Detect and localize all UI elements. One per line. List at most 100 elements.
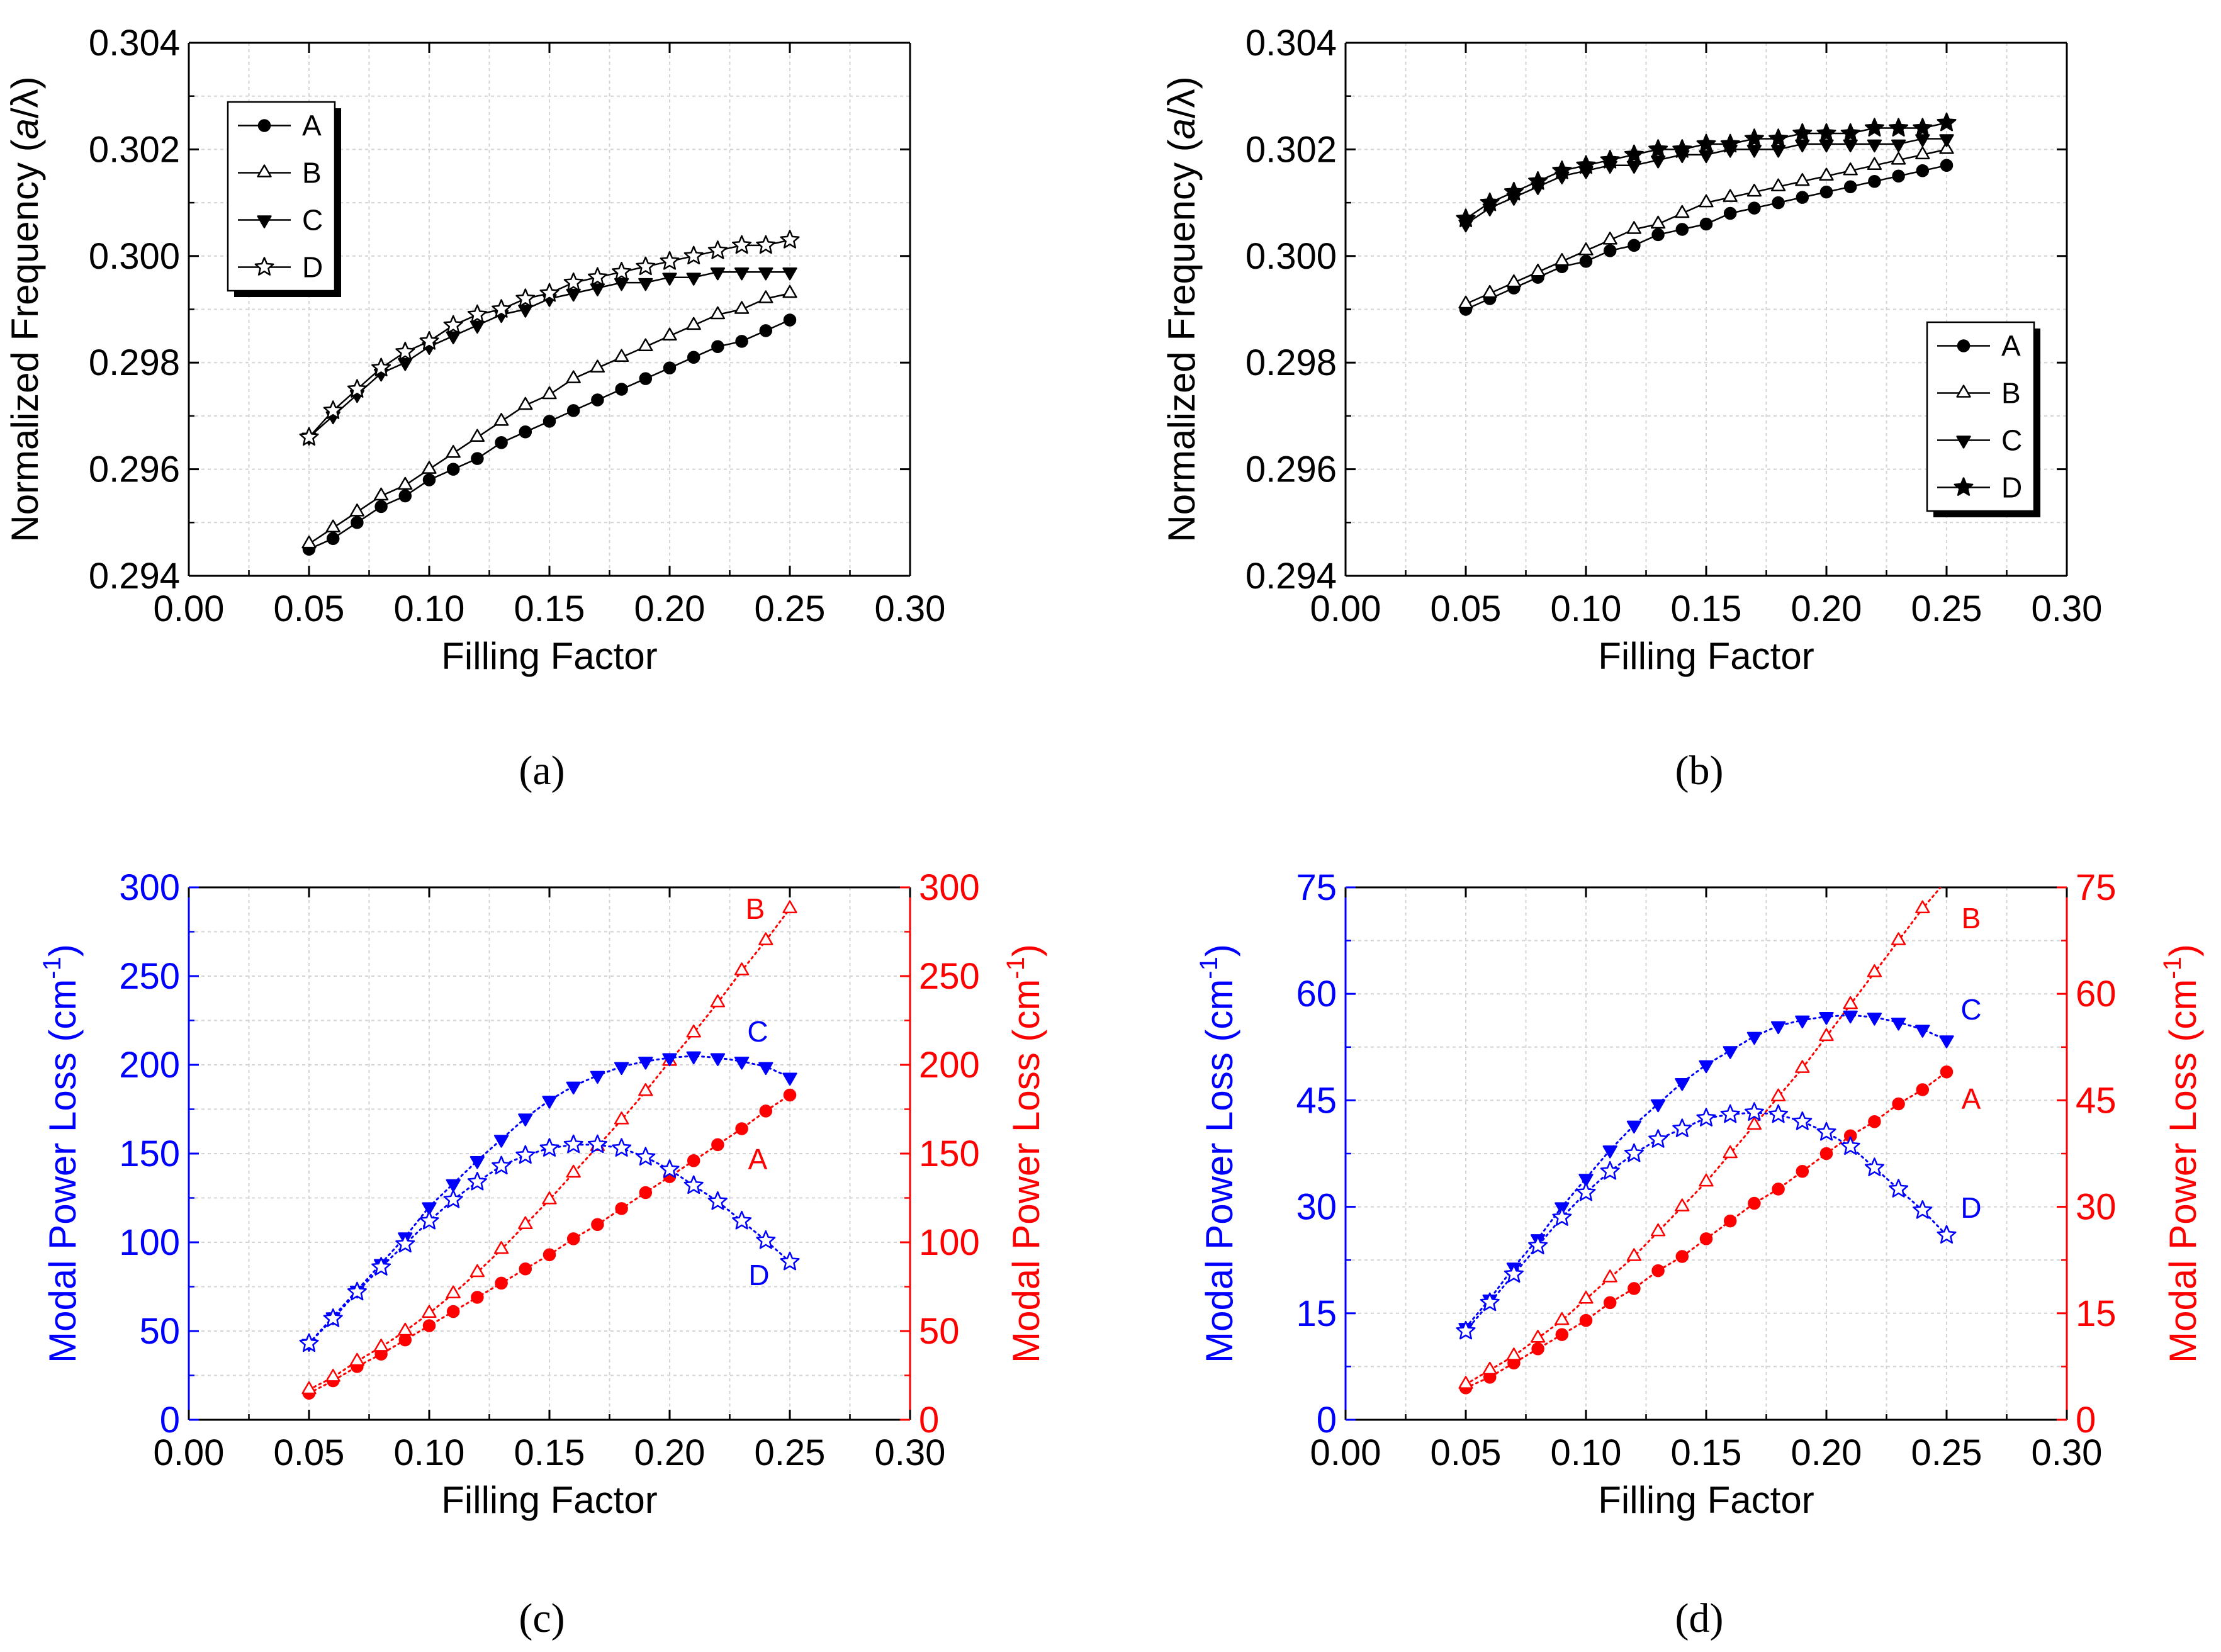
data-point-B xyxy=(710,306,726,320)
data-point-B xyxy=(734,301,750,314)
caption-a: (a) xyxy=(519,748,565,794)
data-point-D xyxy=(323,1308,343,1327)
data-point-A xyxy=(687,1154,700,1167)
data-point-B xyxy=(734,962,750,975)
data-point-A xyxy=(1651,228,1665,242)
data-point-D xyxy=(1864,1157,1884,1176)
data-point-C xyxy=(398,357,413,371)
data-point-C xyxy=(614,278,629,291)
data-point-B xyxy=(1675,1198,1690,1211)
curve-label-B: B xyxy=(1962,902,1981,935)
data-point-B xyxy=(758,290,773,303)
y-tick-label-right: 0 xyxy=(919,1400,939,1441)
data-point-B xyxy=(446,1285,461,1299)
data-point-C xyxy=(1843,139,1858,153)
data-point-A xyxy=(783,313,797,327)
data-point-D xyxy=(1744,128,1764,147)
data-point-C xyxy=(1578,1174,1594,1187)
data-point-B xyxy=(1746,1116,1762,1130)
data-point-A xyxy=(471,1291,484,1304)
x-tick-label: 0.20 xyxy=(1791,588,1862,629)
data-point-B xyxy=(1626,221,1642,234)
data-point-D xyxy=(1456,1320,1476,1340)
data-point-B xyxy=(325,519,340,533)
y-tick-label-left: 15 xyxy=(1296,1293,1337,1334)
data-point-B xyxy=(422,461,437,474)
x-tick-label: 0.00 xyxy=(154,1432,225,1473)
data-point-A xyxy=(1603,1296,1617,1310)
data-point-D xyxy=(299,1333,319,1352)
data-point-D xyxy=(1600,150,1620,169)
curve-label-D: D xyxy=(1960,1191,1981,1224)
data-point-D xyxy=(1528,171,1548,190)
data-point-B xyxy=(1482,1361,1497,1375)
data-point-D xyxy=(612,1138,632,1157)
y-axis-title: Normalized Frequency (a/λ) xyxy=(4,76,46,542)
data-point-D xyxy=(1456,208,1476,227)
data-point-B xyxy=(349,503,365,517)
data-point-B xyxy=(325,1369,340,1382)
y-tick-label-left: 0.302 xyxy=(89,129,180,170)
y-tick-label-right: 15 xyxy=(2076,1293,2117,1334)
series-A xyxy=(302,1088,797,1400)
data-point-B xyxy=(1578,242,1594,256)
y-axis-title-right: Modal Power Loss (cm-1) xyxy=(2159,944,2204,1363)
data-point-A xyxy=(543,415,556,428)
data-point-C xyxy=(662,1053,677,1066)
caption-c: (c) xyxy=(519,1595,565,1641)
data-point-B xyxy=(1795,1060,1810,1073)
data-point-A xyxy=(1868,174,1881,188)
data-point-B xyxy=(638,338,653,352)
y-axis-title-italic: a xyxy=(4,118,46,139)
data-point-B xyxy=(686,1024,701,1038)
curve-label-C: C xyxy=(1960,993,1981,1026)
data-point-A xyxy=(1555,1328,1569,1341)
data-point-C xyxy=(1915,1025,1930,1038)
data-point-D xyxy=(1768,128,1789,147)
data-point-C xyxy=(493,1135,509,1148)
y-axis-title-right-base: Modal Power Loss (cm xyxy=(1005,979,1047,1363)
y-tick-label-right: 250 xyxy=(919,956,980,997)
data-point-D xyxy=(660,1159,680,1178)
data-point-A xyxy=(398,1333,412,1347)
x-axis-title: Filling Factor xyxy=(441,1479,657,1521)
y-tick-label-left: 0.298 xyxy=(89,342,180,383)
data-point-C xyxy=(710,1053,726,1066)
data-point-C xyxy=(710,267,726,281)
data-point-D xyxy=(1937,1225,1957,1244)
data-point-C xyxy=(542,1096,557,1109)
data-point-B xyxy=(614,1111,629,1125)
data-point-A xyxy=(1892,169,1905,183)
data-point-D xyxy=(1528,1235,1548,1255)
data-point-C xyxy=(590,1070,605,1084)
series-line-D xyxy=(1465,1111,1948,1332)
y-axis-title-right-close: ) xyxy=(2162,944,2204,957)
data-point-A xyxy=(1819,185,1833,199)
y-axis-title-left-base: Modal Power Loss (cm xyxy=(42,979,84,1363)
data-point-D xyxy=(419,1210,439,1230)
y-axis-title-part: Normalized Frequency ( xyxy=(1161,139,1203,542)
data-point-A xyxy=(663,361,677,374)
data-point-D xyxy=(515,288,536,307)
data-point-A xyxy=(471,452,484,465)
data-point-A xyxy=(1723,206,1737,220)
chart-panel-c: 0.00 0.05 0.10 0.15 0.20 0.25 0.30050100150200… xyxy=(38,867,1047,1521)
legend-label-C: C xyxy=(2001,424,2022,457)
data-point-B xyxy=(1530,1330,1546,1343)
x-tick-label: 0.05 xyxy=(1431,588,1502,629)
data-point-A xyxy=(639,1186,653,1200)
data-point-B xyxy=(710,994,726,1008)
data-point-A xyxy=(326,532,340,545)
data-point-C xyxy=(470,320,485,334)
y-tick-label-right: 75 xyxy=(2076,867,2117,908)
data-point-D xyxy=(1696,133,1716,153)
gridlines xyxy=(189,887,910,1420)
data-point-C xyxy=(1675,1077,1690,1091)
data-point-D xyxy=(419,331,439,350)
data-point-A xyxy=(1772,1183,1785,1196)
y-tick-label-left: 200 xyxy=(119,1045,180,1086)
data-point-A xyxy=(1579,1313,1593,1327)
data-point-A xyxy=(1772,196,1785,210)
data-point-B xyxy=(1795,172,1810,186)
y-axis-title-part: /λ) xyxy=(4,76,46,118)
